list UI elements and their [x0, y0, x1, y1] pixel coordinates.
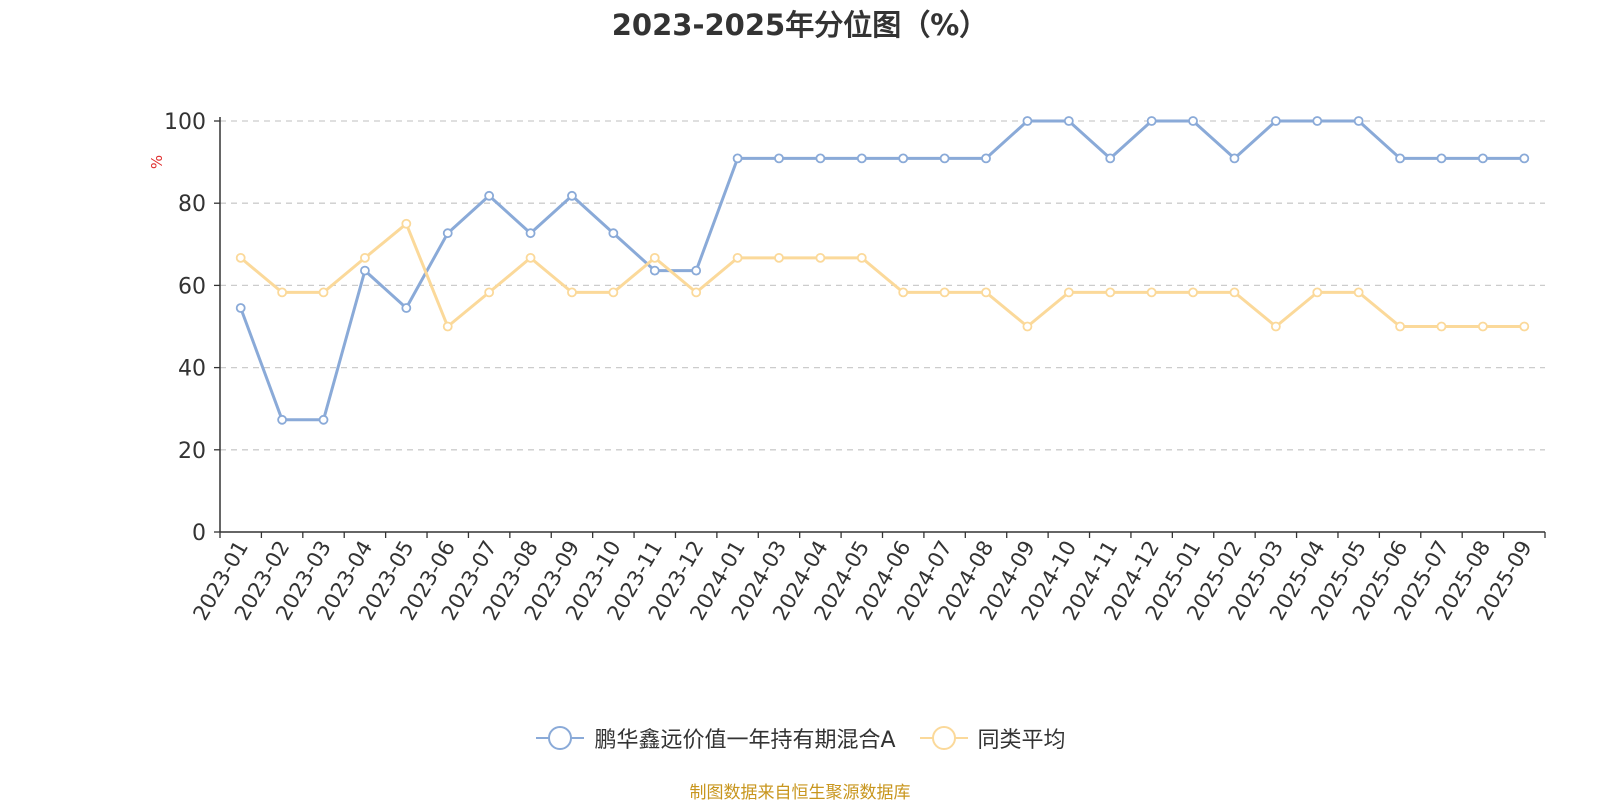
data-point	[484, 287, 495, 298]
data-point	[1022, 321, 1033, 332]
data-point	[691, 265, 702, 276]
data-point	[732, 252, 743, 263]
data-point	[981, 153, 991, 164]
data-point	[691, 287, 702, 298]
data-point	[235, 303, 246, 313]
data-point	[898, 287, 909, 298]
legend-label-avg: 同类平均	[977, 728, 1066, 753]
chart-title: 2023-2025年分位图（%）	[611, 8, 989, 42]
data-point	[939, 287, 950, 298]
data-point	[1436, 321, 1447, 332]
legend-swatch-fund	[536, 726, 585, 750]
data-point	[732, 153, 743, 164]
data-point	[1270, 321, 1281, 332]
data-point	[981, 287, 991, 298]
data-point	[1270, 116, 1281, 126]
data-point	[1229, 153, 1240, 164]
data-point	[1519, 321, 1530, 332]
data-point	[1188, 287, 1198, 298]
data-point	[1519, 153, 1530, 164]
source-note: 制图数据来自恒生聚源数据库	[689, 783, 911, 803]
data-point	[525, 228, 536, 239]
data-point	[856, 252, 867, 263]
data-point	[360, 252, 370, 263]
data-point	[1105, 153, 1116, 164]
data-point	[774, 252, 784, 263]
data-point	[774, 153, 784, 164]
y-axis-unit-label: %	[148, 155, 166, 169]
data-point	[1146, 116, 1157, 126]
legend-item-avg[interactable]: 同类平均	[918, 722, 1066, 754]
data-point	[815, 153, 826, 164]
y-tick-label: 40	[178, 357, 206, 382]
data-point	[1022, 116, 1033, 126]
data-point	[1436, 153, 1447, 164]
data-point	[1063, 116, 1074, 126]
data-point	[608, 287, 619, 298]
y-tick-label: 80	[178, 192, 206, 217]
legend: 鹏华鑫远价值一年持有期混合A 同类平均	[0, 722, 1600, 754]
y-tick-label: 100	[164, 110, 206, 135]
data-point	[277, 287, 288, 298]
data-point	[318, 287, 329, 298]
y-tick-label: 60	[178, 274, 206, 299]
data-point	[442, 228, 453, 239]
data-point	[939, 153, 950, 164]
data-point	[277, 414, 288, 425]
data-point	[856, 153, 867, 164]
series-line	[239, 222, 1525, 328]
data-point	[1353, 287, 1364, 298]
data-point	[608, 228, 619, 239]
data-point	[235, 252, 246, 263]
data-point	[1229, 287, 1240, 298]
data-point	[649, 252, 660, 263]
data-point	[1395, 153, 1405, 164]
y-tick-label: 20	[178, 439, 206, 464]
data-point	[1063, 287, 1074, 298]
data-point	[1477, 153, 1488, 164]
data-point	[360, 265, 370, 276]
data-point	[1353, 116, 1364, 126]
data-point	[567, 190, 577, 201]
data-point	[1477, 321, 1488, 332]
data-point	[1105, 287, 1116, 298]
legend-label-fund: 鹏华鑫远价值一年持有期混合A	[594, 728, 896, 753]
legend-swatch-avg	[919, 726, 968, 750]
data-point	[567, 287, 577, 298]
data-point	[318, 414, 329, 425]
series-line	[239, 119, 1525, 422]
data-point	[1395, 321, 1405, 332]
data-point	[401, 218, 412, 229]
data-point	[1312, 287, 1323, 298]
data-point	[649, 265, 660, 276]
data-point	[1146, 287, 1157, 298]
data-point	[898, 153, 909, 164]
data-point	[1312, 116, 1323, 126]
data-point	[484, 190, 495, 201]
legend-item-fund[interactable]: 鹏华鑫远价值一年持有期混合A	[534, 722, 896, 754]
data-point	[401, 303, 412, 313]
line-chart: 020406080100%2023-012023-022023-032023-0…	[148, 110, 1546, 624]
data-point	[442, 321, 453, 332]
data-point	[1188, 116, 1198, 126]
y-tick-label: 0	[192, 521, 206, 546]
data-point	[525, 252, 536, 263]
data-point	[815, 252, 826, 263]
